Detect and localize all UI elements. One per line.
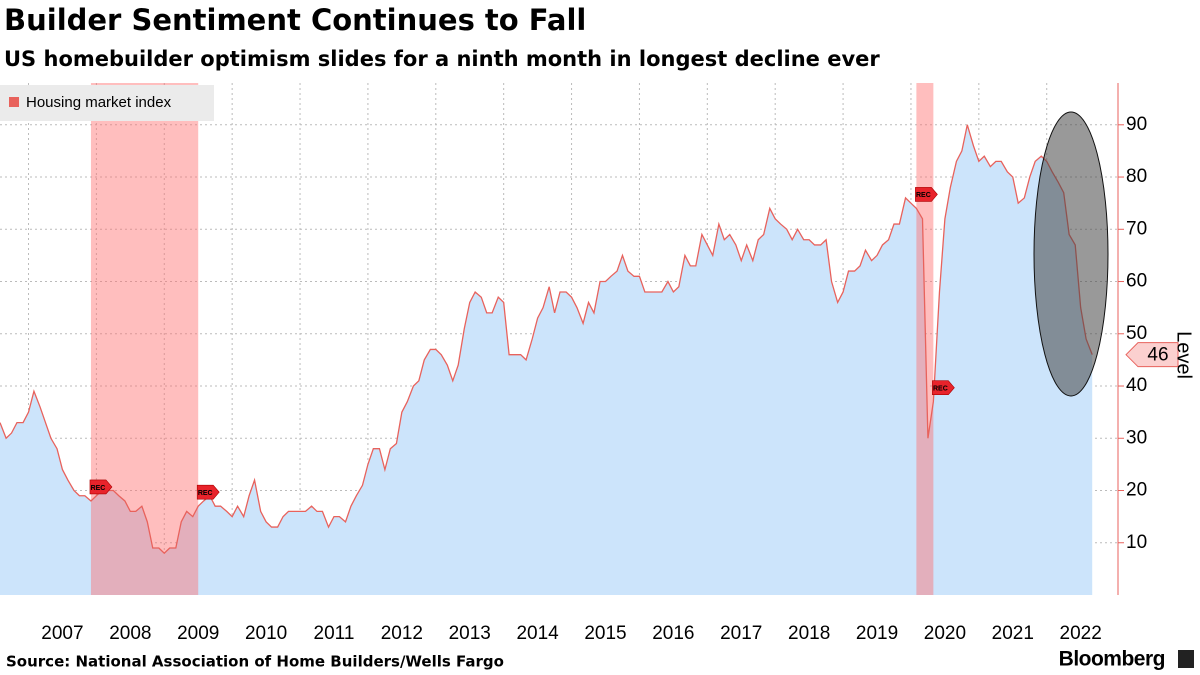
recession-label: REC bbox=[198, 490, 213, 497]
y-tick-label: 30 bbox=[1126, 427, 1147, 448]
x-tick-label: 2018 bbox=[788, 623, 830, 644]
brand-icon bbox=[1178, 650, 1194, 668]
x-tick-label: 2020 bbox=[924, 623, 966, 644]
y-tick-label: 50 bbox=[1126, 323, 1147, 344]
highlight-ellipse bbox=[1033, 111, 1109, 397]
x-tick-label: 2010 bbox=[245, 623, 287, 644]
legend: Housing market index bbox=[0, 85, 214, 121]
recession-band bbox=[90, 83, 199, 595]
recession-label: REC bbox=[916, 192, 931, 199]
chart-subtitle: US homebuilder optimism slides for a nin… bbox=[4, 47, 880, 71]
x-tick-label: 2019 bbox=[856, 623, 898, 644]
x-tick-label: 2015 bbox=[584, 623, 626, 644]
x-tick-label: 2007 bbox=[41, 623, 83, 644]
y-tick-label: 40 bbox=[1126, 375, 1147, 396]
x-tick-label: 2022 bbox=[1060, 623, 1102, 644]
x-tick-label: 2009 bbox=[177, 623, 219, 644]
x-tick-label: 2016 bbox=[652, 623, 694, 644]
x-tick-label: 2014 bbox=[516, 623, 559, 644]
y-tick-label: 70 bbox=[1126, 218, 1147, 239]
recession-marker bbox=[196, 484, 220, 500]
x-tick-label: 2008 bbox=[109, 623, 151, 644]
recession-marker bbox=[915, 187, 938, 202]
x-tick-label: 2011 bbox=[314, 623, 355, 644]
brand: Bloomberg bbox=[1059, 648, 1165, 671]
line bbox=[0, 124, 1093, 555]
area bbox=[0, 124, 1093, 596]
y-axis-label: Level bbox=[1173, 331, 1195, 379]
x-tick-label: 2017 bbox=[720, 623, 762, 644]
y-tick-label: 90 bbox=[1126, 114, 1147, 135]
y-tick-label: 80 bbox=[1126, 166, 1147, 187]
legend-box bbox=[0, 85, 214, 121]
legend-swatch bbox=[9, 97, 19, 107]
last-value-tag bbox=[1125, 342, 1179, 368]
recession-marker bbox=[932, 380, 955, 395]
recession-label: REC bbox=[91, 485, 106, 492]
y-tick-label: 10 bbox=[1126, 532, 1147, 553]
y-tick-label: 60 bbox=[1126, 271, 1147, 292]
source: Source: National Association of Home Bui… bbox=[6, 653, 504, 671]
x-tick-label: 2013 bbox=[449, 623, 491, 644]
recession-marker bbox=[89, 479, 113, 495]
recession-label: REC bbox=[933, 386, 948, 393]
chart-title: Builder Sentiment Continues to Fall bbox=[4, 3, 586, 37]
legend-label: Housing market index bbox=[26, 94, 172, 111]
last-value-label: 46 bbox=[1147, 345, 1168, 366]
y-tick-label: 20 bbox=[1126, 480, 1147, 501]
x-tick-label: 2012 bbox=[381, 623, 423, 644]
x-tick-label: 2021 bbox=[992, 623, 1034, 644]
